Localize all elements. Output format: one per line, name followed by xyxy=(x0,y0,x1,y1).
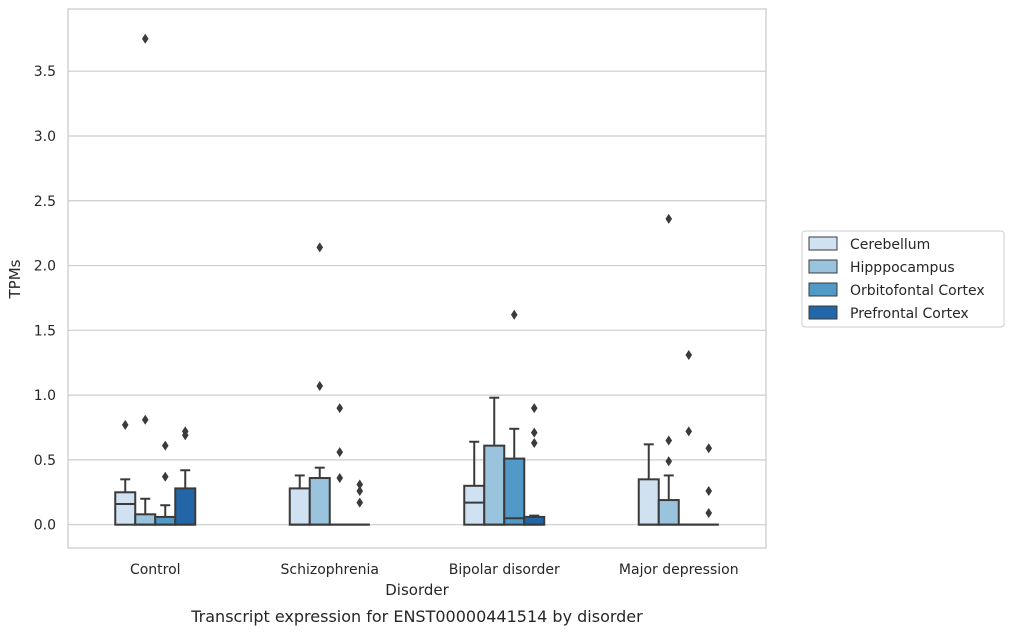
box-iqr xyxy=(523,515,546,526)
y-tick-label: 1.5 xyxy=(34,323,56,339)
y-axis-ticks: 0.0 0.5 1.0 1.5 2.0 2.5 3.0 3.5 xyxy=(34,64,56,533)
box-orbitofontal-cortex xyxy=(503,427,526,526)
outlier-point xyxy=(530,403,538,414)
x-tick-label: Major depression xyxy=(619,562,739,578)
legend-entry-label: Hipppocampus xyxy=(850,260,955,276)
y-tick-label: 1.0 xyxy=(34,388,56,404)
box-iqr xyxy=(154,515,177,526)
outlier-points xyxy=(121,33,713,519)
box-iqr xyxy=(657,499,680,526)
outlier-point xyxy=(161,440,169,451)
outlier-point xyxy=(530,438,538,449)
x-tick-label: Bipolar disorder xyxy=(449,562,560,578)
outlier-point xyxy=(685,426,693,437)
outlier-point xyxy=(705,485,713,496)
box-hipppocampus xyxy=(134,497,157,526)
y-tick-label: 2.5 xyxy=(34,194,56,210)
plot-area-frame xyxy=(67,8,767,549)
box-iqr xyxy=(637,478,660,526)
outlier-point xyxy=(510,309,518,320)
outlier-point xyxy=(705,508,713,519)
outlier-point xyxy=(685,349,693,360)
outlier-point xyxy=(316,381,324,392)
y-tick-label: 2.0 xyxy=(34,259,56,275)
box-iqr xyxy=(503,457,526,526)
outlier-point xyxy=(356,497,364,508)
y-tick-label: 0.0 xyxy=(34,518,56,534)
outlier-point xyxy=(336,447,344,458)
outlier-point xyxy=(141,414,149,425)
y-tick-label: 3.5 xyxy=(34,64,56,80)
box-hipppocampus xyxy=(483,396,506,526)
box-iqr xyxy=(288,487,311,526)
box-hipppocampus xyxy=(657,474,680,526)
outlier-point xyxy=(665,456,673,467)
outlier-point xyxy=(336,473,344,484)
box-orbitofontal-cortex xyxy=(154,504,177,526)
x-tick-label: Control xyxy=(130,562,181,578)
legend-swatch xyxy=(808,282,838,297)
outlier-point xyxy=(356,485,364,496)
box-iqr xyxy=(308,477,331,526)
grid-lines xyxy=(68,70,766,526)
legend-swatch xyxy=(808,236,838,251)
box-cerebellum xyxy=(463,440,486,526)
box-iqr xyxy=(463,484,486,526)
box-iqr xyxy=(174,487,197,526)
outlier-point xyxy=(665,213,673,224)
x-axis-ticks: Control Schizophrenia Bipolar disorder Majo… xyxy=(130,562,739,578)
outlier-point xyxy=(161,471,169,482)
box-prefrontal-cortex xyxy=(174,469,197,526)
x-tick-label: Schizophrenia xyxy=(281,562,379,578)
box-hipppocampus xyxy=(308,466,331,526)
legend-entry-label: Cerebellum xyxy=(850,237,930,253)
outlier-point xyxy=(141,33,149,44)
outlier-point xyxy=(665,435,673,446)
legend-frame xyxy=(801,230,1005,328)
legend-swatch xyxy=(808,259,838,274)
box-iqr xyxy=(134,513,157,526)
box-cerebellum xyxy=(637,443,660,526)
outlier-point xyxy=(121,419,129,430)
box-series xyxy=(114,396,719,526)
legend-entry-label: Prefrontal Cortex xyxy=(850,306,969,322)
y-tick-label: 3.0 xyxy=(34,129,56,145)
outlier-point xyxy=(530,427,538,438)
box-cerebellum xyxy=(114,478,137,526)
legend-swatch xyxy=(808,305,838,320)
legend-entry-label: Orbitofontal Cortex xyxy=(850,283,985,299)
outlier-point xyxy=(316,242,324,253)
chart-caption: Transcript expression for ENST0000044151… xyxy=(190,607,643,626)
legend-items: Cerebellum Hipppocampus Orbitofontal Corte… xyxy=(808,236,985,322)
outlier-point xyxy=(705,443,713,454)
box-cerebellum xyxy=(288,474,311,526)
box-prefrontal-cortex xyxy=(523,514,546,526)
box-iqr xyxy=(483,444,506,526)
y-axis-label: TPMs xyxy=(6,259,24,299)
box-iqr xyxy=(114,491,137,526)
x-axis-label: Disorder xyxy=(385,581,449,599)
legend: Cerebellum Hipppocampus Orbitofontal Corte… xyxy=(801,230,1005,328)
y-tick-label: 0.5 xyxy=(34,453,56,469)
outlier-point xyxy=(181,426,189,437)
outlier-point xyxy=(356,479,364,490)
outlier-point xyxy=(336,403,344,414)
